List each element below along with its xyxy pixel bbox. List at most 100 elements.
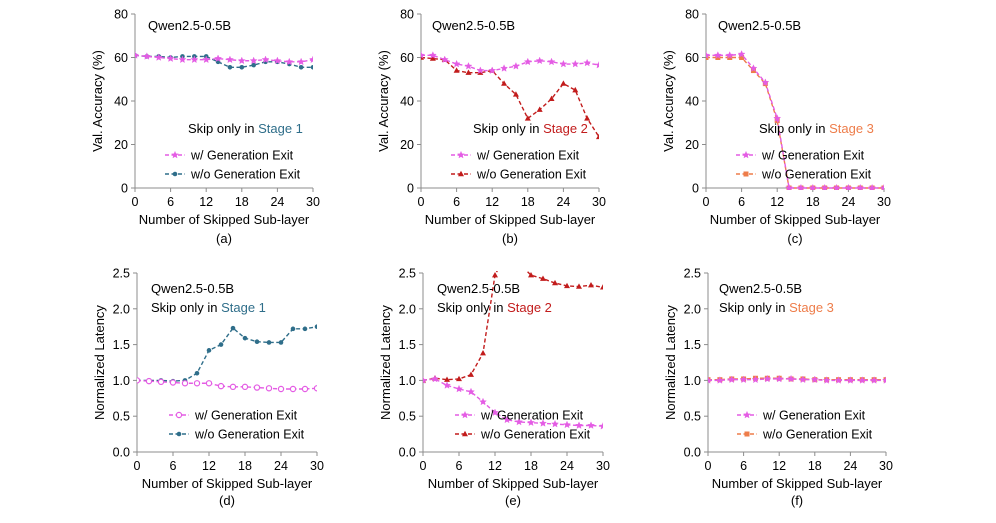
data-point — [535, 56, 544, 65]
data-point — [429, 55, 436, 61]
data-point — [727, 55, 733, 60]
data-point — [551, 419, 559, 428]
data-point — [527, 418, 535, 426]
data-point — [528, 271, 534, 278]
data-point — [600, 284, 603, 290]
stage-note-stage: Stage 2 — [543, 121, 588, 136]
x-tick-label: 18 — [524, 459, 538, 473]
data-point — [309, 55, 313, 64]
panel-title: Qwen2.5-0.5B — [148, 18, 231, 33]
series-with-generation-exit — [706, 50, 884, 190]
series-without-generation-exit — [137, 324, 317, 384]
legend-label: w/ Generation Exit — [761, 149, 865, 163]
data-point — [154, 53, 163, 61]
y-tick-label: 1.5 — [684, 338, 701, 352]
x-axis-label: Number of Skipped Sub-layer — [712, 476, 883, 491]
data-point — [512, 62, 520, 70]
data-point — [181, 380, 189, 387]
data-point — [822, 376, 831, 384]
stage-note: Skip only in Stage 1 — [188, 121, 303, 136]
y-tick-label: 20 — [114, 138, 128, 152]
y-tick-label: 80 — [685, 8, 699, 22]
stage-note: Skip only in Stage 2 — [437, 300, 552, 315]
x-tick-label: 30 — [310, 459, 324, 473]
y-axis-label: Val. Accuracy (%) — [661, 50, 676, 152]
x-axis-label: Number of Skipped Sub-layer — [425, 212, 596, 227]
y-tick-label: 20 — [685, 138, 699, 152]
data-point — [135, 51, 139, 59]
chart-panel-c: 0 20 40 60 80 0 6 12 18 24 30 Number of Skipped Sub… — [661, 8, 891, 247]
data-point — [559, 59, 568, 68]
data-point — [230, 325, 236, 331]
data-point — [856, 183, 865, 190]
data-point — [206, 348, 212, 353]
legend-marker — [176, 431, 182, 437]
y-tick-label: 2.0 — [399, 302, 416, 316]
x-tick-label: 30 — [596, 459, 610, 473]
data-point — [423, 376, 427, 384]
series-without-generation-exit — [423, 271, 603, 383]
chart-panel-a: 0 20 40 60 80 0 6 12 18 24 30 Number of Skipped Sub… — [90, 8, 320, 247]
x-tick-label: 30 — [306, 195, 320, 209]
data-point — [751, 375, 760, 384]
x-tick-label: 30 — [879, 459, 893, 473]
panel-caption: (f) — [791, 493, 803, 508]
data-point — [242, 335, 248, 341]
data-point — [261, 55, 270, 64]
stage-note-prefix: Skip only in — [719, 300, 789, 315]
y-tick-label: 40 — [400, 95, 414, 109]
data-point — [575, 421, 583, 429]
x-tick-label: 12 — [199, 195, 213, 209]
y-tick-label: 2.0 — [113, 302, 130, 316]
y-tick-label: 2.5 — [113, 267, 130, 281]
y-axis-label: Val. Accuracy (%) — [376, 50, 391, 152]
stage-note-prefix: Skip only in — [473, 121, 543, 136]
data-point — [810, 375, 819, 384]
data-point — [713, 51, 722, 59]
data-point — [313, 385, 317, 392]
x-axis-label: Number of Skipped Sub-layer — [142, 476, 313, 491]
x-tick-label: 6 — [456, 459, 463, 473]
data-point — [737, 50, 746, 58]
data-point — [773, 114, 782, 122]
data-point — [298, 64, 304, 70]
data-point — [491, 408, 499, 416]
data-point — [465, 69, 472, 75]
y-axis-label: Normalized Latency — [378, 305, 393, 420]
x-tick-label: 12 — [485, 195, 499, 209]
data-point — [301, 385, 309, 393]
data-point — [202, 55, 211, 64]
data-point — [882, 376, 886, 384]
data-point — [560, 80, 567, 86]
legend-marker — [461, 410, 469, 419]
data-point — [453, 67, 460, 73]
x-tick-label: 18 — [806, 195, 820, 209]
data-point — [479, 397, 487, 406]
legend-label: w/ Generation Exit — [190, 149, 294, 163]
data-point — [725, 51, 734, 59]
data-point — [145, 377, 153, 385]
x-tick-label: 12 — [772, 459, 786, 473]
data-point — [715, 55, 721, 60]
x-axis-label: Number of Skipped Sub-layer — [139, 212, 310, 227]
y-tick-label: 80 — [400, 8, 414, 22]
legend: w/ Generation Exit w/o Generation Exit — [455, 409, 591, 442]
y-tick-label: 0.5 — [399, 410, 416, 424]
y-tick-label: 60 — [685, 51, 699, 65]
data-point — [548, 95, 555, 102]
x-tick-label: 12 — [488, 459, 502, 473]
x-tick-label: 12 — [202, 459, 216, 473]
data-point — [193, 380, 201, 387]
y-axis-label: Val. Accuracy (%) — [90, 50, 105, 152]
x-tick-label: 30 — [592, 195, 606, 209]
data-point — [492, 271, 498, 278]
legend-marker — [175, 411, 183, 419]
data-point — [880, 183, 884, 190]
series-with-generation-exit — [421, 51, 599, 74]
legend-label: w/o Generation Exit — [761, 168, 872, 182]
series-line — [706, 53, 884, 189]
y-tick-label: 1.5 — [399, 338, 416, 352]
data-point — [302, 326, 308, 332]
x-axis-label: Number of Skipped Sub-layer — [428, 476, 599, 491]
data-point — [524, 115, 531, 121]
